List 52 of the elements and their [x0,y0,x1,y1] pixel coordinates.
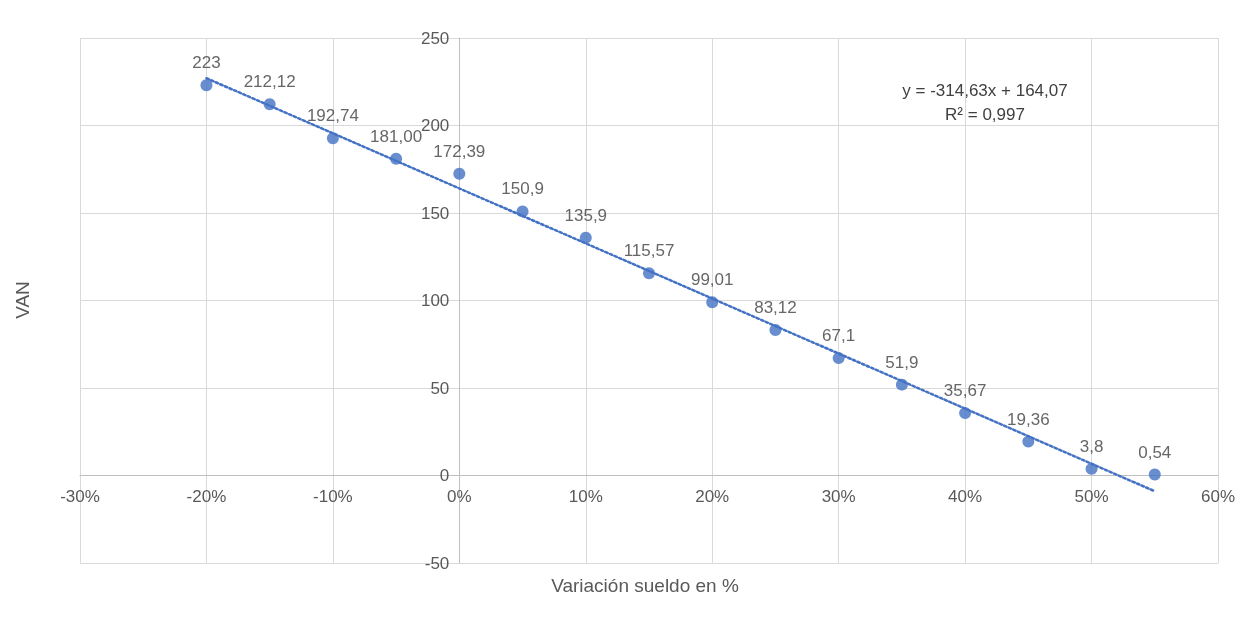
y-tick-label: 250 [420,28,450,48]
y-tick-label: 0 [439,466,450,485]
data-label: 35,67 [943,381,987,401]
point [1148,468,1161,481]
data-label: 212,12 [243,72,296,92]
y-axis-title: VAN [11,281,33,319]
x-tick-label: 10% [568,486,603,506]
data-label: 3,8 [1079,436,1104,456]
point [895,378,908,391]
data-label: 83,12 [754,298,797,318]
x-tick-label: 60% [1200,486,1236,506]
point [579,231,592,244]
point [1022,435,1035,448]
y-tick-label: -50 [424,553,450,573]
data-label: 135,9 [564,205,608,225]
point [643,267,655,280]
annotation: y = -314,63x + 164,07 [902,81,1068,100]
point [263,98,276,111]
data-label: 19,36 [1007,409,1050,429]
data-label: 115,57 [623,241,675,261]
y-tick-label: 150 [420,203,450,223]
x-tick-label: -20% [186,486,227,506]
point [706,296,719,309]
point [832,352,845,365]
y-tick-label: 50 [430,378,450,398]
x-tick-label: -10% [313,486,353,506]
point [516,205,529,218]
point [200,79,213,92]
point [1085,462,1098,475]
x-tick-label: -30% [60,486,100,506]
data-label: 181,00 [370,126,423,146]
x-tick-label: 50% [1074,486,1109,506]
data-label: 99,01 [690,270,734,290]
data-label: 172,39 [433,141,486,161]
x-tick-label: 40% [948,486,983,506]
x-axis-title: Variación sueldo en % [551,574,739,596]
point [326,132,339,145]
data-label: 0,54 [1138,442,1172,462]
point [959,407,972,420]
data-label: 67,1 [822,326,856,346]
y-tick-label: 100 [420,291,450,310]
data-label: 223 [192,53,221,73]
x-tick-label: 20% [695,486,730,506]
data-label: 51,9 [885,352,919,372]
point [390,152,403,165]
data-label: 192,74 [306,106,359,126]
x-tick-label: 30% [821,486,856,506]
point [453,167,466,180]
annotation: R² = 0,997 [945,105,1025,124]
data-label: 150,9 [501,179,544,199]
x-tick-label: 0% [447,486,472,506]
point [769,324,782,337]
